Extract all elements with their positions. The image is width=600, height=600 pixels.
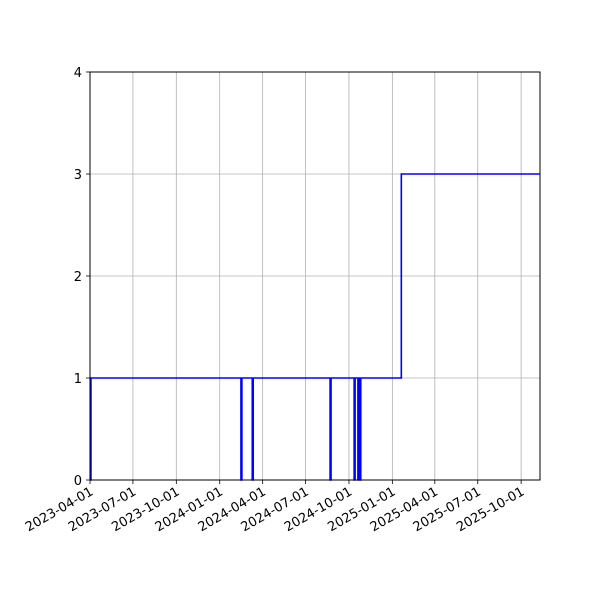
y-tick-label: 2 (74, 270, 82, 285)
series-line (90, 173, 540, 481)
series-group (90, 173, 540, 481)
grid-lines (89, 71, 540, 481)
y-tick-label: 0 (74, 474, 82, 489)
axes: 2023-04-012023-07-012023-10-012024-01-01… (23, 66, 527, 535)
y-tick-label: 1 (74, 372, 82, 387)
y-tick-label: 4 (74, 66, 82, 81)
y-tick-label: 3 (74, 168, 82, 183)
